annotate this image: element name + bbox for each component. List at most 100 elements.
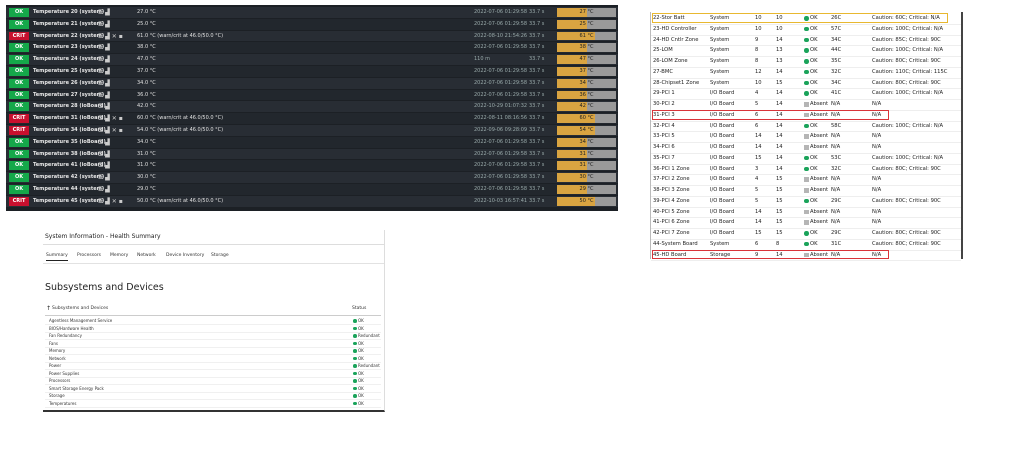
- sensor-name: 45-HD Board: [653, 251, 687, 258]
- state-badge[interactable]: OK: [9, 43, 29, 53]
- sensor-row-rule: [651, 77, 961, 79]
- service-icons[interactable]: ☰ ▟: [98, 56, 110, 64]
- service-icons[interactable]: ☰ ▟: [98, 79, 110, 87]
- sensor-reading: N/A: [831, 187, 841, 193]
- service-icons[interactable]: ☰ ▟: [98, 186, 110, 193]
- service-icons[interactable]: ☰ ▟: [98, 138, 110, 146]
- service-icons[interactable]: ☰ ▟: [98, 44, 110, 52]
- status-text: OK: [358, 378, 364, 383]
- service-row: OK Temperature 41 (ioBoard) ☰ ▟ 31.0 °C 2022…: [6, 160, 618, 172]
- service-icons[interactable]: ☰ ▟ ✕ ▪: [98, 32, 123, 40]
- sensor-reading: 41C: [831, 90, 842, 97]
- sensor-row-rule: [651, 228, 961, 229]
- state-since: 2022-07-06 01:29:58: [474, 138, 528, 145]
- service-name[interactable]: Temperature 26 (system): [33, 79, 105, 86]
- service-name[interactable]: Temperature 21 (system): [33, 20, 105, 27]
- column-header[interactable]: Subsystems and Devices: [52, 306, 109, 311]
- state-badge[interactable]: CRIT: [9, 196, 29, 206]
- service-icons[interactable]: ☰ ▟: [98, 20, 110, 28]
- service-name[interactable]: Temperature 27 (system): [33, 91, 105, 98]
- sensor-name: 27-BMC: [653, 68, 673, 75]
- state-badge[interactable]: OK: [9, 55, 29, 64]
- state-badge[interactable]: OK: [9, 78, 29, 88]
- service-icons[interactable]: ☰ ▟: [98, 91, 110, 99]
- sensor-location: I/O Board: [710, 176, 735, 183]
- state-badge[interactable]: CRIT: [9, 114, 29, 123]
- state-badge[interactable]: CRIT: [9, 31, 29, 41]
- service-icons[interactable]: ☰ ▟: [98, 150, 110, 158]
- tab[interactable]: Network: [137, 253, 156, 258]
- service-summary: 25.0 °C: [137, 20, 156, 27]
- service-name[interactable]: Temperature 34 (ioBoard): [33, 127, 106, 133]
- service-name[interactable]: Temperature 38 (ioBoard): [33, 150, 106, 157]
- service-name[interactable]: Temperature 42 (system): [33, 174, 105, 181]
- sensor-thresholds: Caution: 100C; Critical: N/A: [872, 25, 944, 32]
- sensor-reading: 26C: [831, 15, 842, 21]
- service-name[interactable]: Temperature 22 (system): [33, 32, 105, 39]
- service-icons[interactable]: ☰ ▟ ✕ ▪: [98, 115, 123, 123]
- perfometer-value: 27 °C: [579, 9, 594, 15]
- service-icons[interactable]: ☰ ▟: [98, 9, 110, 16]
- service-name[interactable]: Temperature 31 (ioBoard): [33, 115, 106, 122]
- service-name[interactable]: Temperature 44 (system): [33, 186, 105, 192]
- service-icons[interactable]: ☰ ▟: [98, 162, 110, 170]
- service-name[interactable]: Temperature 20 (system): [33, 9, 105, 15]
- tab[interactable]: Summary: [46, 253, 68, 261]
- state-badge[interactable]: OK: [9, 185, 29, 194]
- column-header[interactable]: Status: [352, 306, 367, 311]
- state-badge[interactable]: OK: [9, 149, 29, 159]
- state-badge[interactable]: OK: [9, 90, 29, 100]
- state-badge[interactable]: OK: [9, 102, 29, 112]
- service-icons[interactable]: ☰ ▟: [98, 68, 110, 75]
- tab[interactable]: Processors: [77, 253, 102, 258]
- perfometer-fill: [557, 78, 587, 88]
- sensor-status: OK: [810, 122, 818, 129]
- sensor-y: 14: [776, 101, 783, 107]
- sensor-row-rule: [651, 23, 961, 25]
- service-name[interactable]: Temperature 41 (ioBoard): [33, 162, 106, 169]
- status-icon: [804, 69, 809, 75]
- status-icon: [804, 231, 809, 236]
- sensor-thresholds: Caution: 100C; Critical: N/A: [872, 47, 944, 54]
- service-icons[interactable]: ☰ ▟: [98, 174, 110, 182]
- sensor-reading: 53C: [831, 154, 842, 161]
- sensor-y: 14: [776, 144, 783, 150]
- state-badge[interactable]: OK: [9, 137, 29, 147]
- state-badge[interactable]: OK: [9, 173, 29, 182]
- sensor-thresholds: Caution: 100C; Critical: N/A: [872, 122, 944, 129]
- sensor-name: 29-PCI 1: [653, 90, 675, 97]
- row-rule: [45, 391, 381, 393]
- tab[interactable]: Storage: [211, 253, 229, 258]
- state-since: 2022-08-11 08:16:56: [474, 115, 528, 122]
- service-name[interactable]: Temperature 24 (system): [33, 56, 105, 63]
- sensor-location: System: [710, 79, 730, 86]
- service-summary: 36.0 °C: [137, 91, 156, 98]
- sensor-location: System: [710, 47, 730, 54]
- state-badge[interactable]: CRIT: [9, 126, 29, 135]
- service-name[interactable]: Temperature 25 (system): [33, 68, 105, 74]
- service-name[interactable]: Temperature 35 (ioBoard): [33, 138, 106, 145]
- service-name[interactable]: Temperature 28 (ioBoard): [33, 103, 106, 110]
- sensor-status: Absent: [810, 133, 829, 140]
- tab[interactable]: Device Inventory: [166, 253, 205, 258]
- state-badge[interactable]: OK: [9, 67, 29, 76]
- tab[interactable]: Memory: [110, 253, 129, 258]
- service-icons[interactable]: ☰ ▟: [98, 103, 110, 111]
- status-dot: [353, 319, 357, 323]
- status-text: OK: [358, 318, 364, 323]
- state-badge[interactable]: OK: [9, 161, 29, 171]
- sensor-reading: 35C: [831, 58, 842, 64]
- sensor-location: I/O Board: [710, 122, 735, 129]
- service-icons[interactable]: ☰ ▟ ✕ ▪: [98, 127, 123, 134]
- state-badge[interactable]: OK: [9, 8, 29, 17]
- sensor-thresholds: Caution: 100C; Critical: N/A: [872, 154, 944, 161]
- service-row: OK Temperature 26 (system) ☰ ▟ 34.0 °C 2022-…: [6, 77, 618, 89]
- service-name[interactable]: Temperature 45 (system): [33, 197, 105, 204]
- sensor-thresholds: Caution: 100C; Critical: N/A: [872, 90, 944, 97]
- service-name[interactable]: Temperature 23 (system): [33, 44, 105, 51]
- service-icons[interactable]: ☰ ▟ ✕ ▪: [98, 197, 123, 205]
- sensor-location: System: [710, 58, 730, 64]
- sensor-y: 15: [776, 187, 783, 193]
- state-since: 2022-07-06 01:29:58: [474, 79, 528, 86]
- state-badge[interactable]: OK: [9, 19, 29, 29]
